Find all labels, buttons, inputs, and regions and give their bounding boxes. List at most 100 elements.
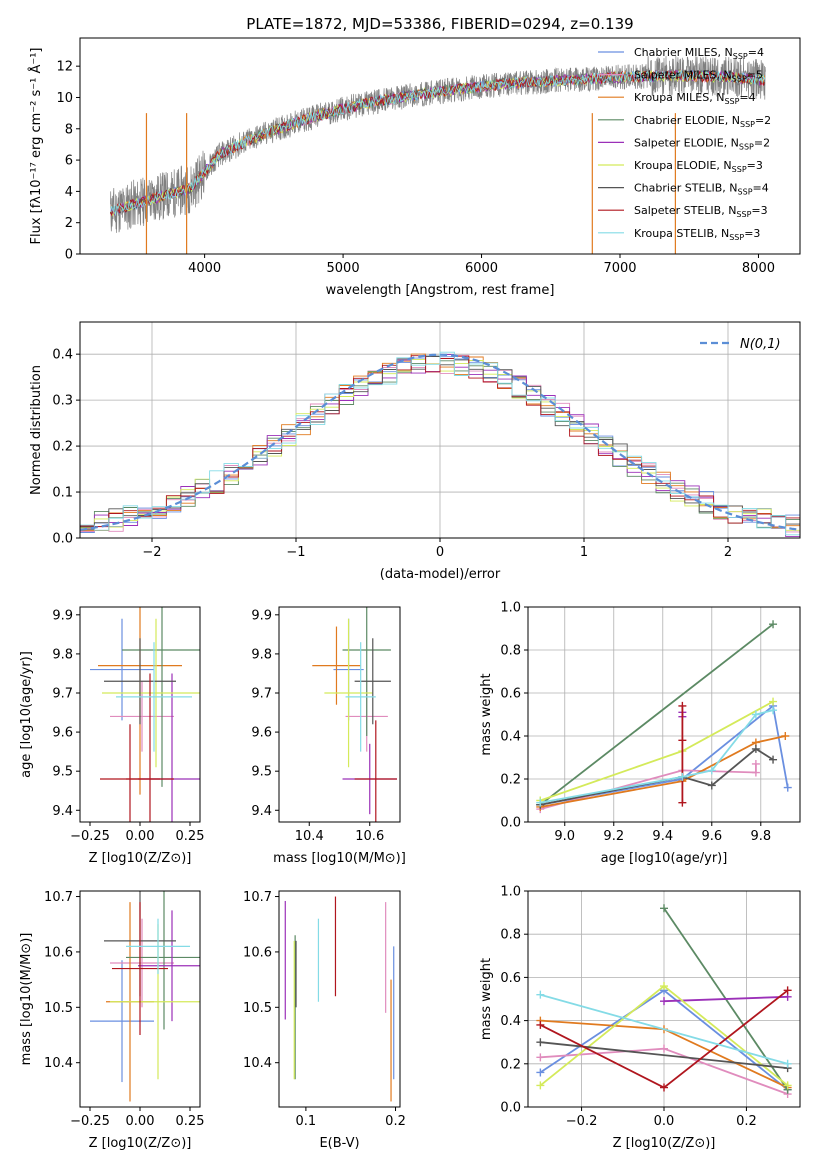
- y-tick-label: 9.7: [52, 687, 73, 702]
- legend-entry-tail: =2: [755, 114, 771, 127]
- y-tick-label: 0.4: [500, 730, 521, 745]
- legend-entry-subscript: SSP: [733, 52, 748, 61]
- y-axis-label: Flux [fλ10⁻¹⁷ erg cm⁻² s⁻¹ Å⁻¹]: [28, 48, 44, 245]
- legend-entry-subscript: SSP: [736, 210, 751, 219]
- mass-weight-marker: [707, 781, 716, 790]
- y-tick-label: 0.8: [500, 644, 521, 659]
- x-tick-label: 9.4: [652, 829, 673, 844]
- normal-reference-curve: [80, 353, 800, 531]
- mass-weight-line: [540, 993, 788, 1065]
- x-tick-label: 9.6: [701, 829, 722, 844]
- mass-weight-marker: [536, 798, 545, 807]
- plot-area: [110, 55, 766, 254]
- legend-entry: Chabrier ELODIE, NSSP=2: [634, 114, 771, 129]
- mass-weight-marker: [660, 1083, 668, 1092]
- mass-weight-marker: [678, 736, 687, 745]
- x-axis-label: (data-model)/error: [380, 567, 501, 582]
- mass-weight-line: [539, 623, 774, 806]
- plot-area: [528, 891, 800, 1107]
- y-tick-label: 9.7: [251, 687, 272, 702]
- mass-weight-marker: [660, 997, 668, 1006]
- x-axis-label: wavelength [Angstrom, rest frame]: [326, 283, 555, 298]
- legend-entry: Chabrier STELIB, NSSP=4: [634, 182, 769, 197]
- mass-weight-marker: [751, 710, 760, 719]
- plot-area: [90, 891, 200, 1102]
- x-axis-label: mass [log10(M/M⊙)]: [273, 851, 406, 866]
- x-tick-label: 7000: [603, 261, 636, 276]
- legend-entry-tail: =5: [747, 69, 763, 82]
- legend-entry: Kroupa STELIB, NSSP=3: [634, 227, 760, 242]
- y-tick-label: 0.0: [52, 532, 73, 547]
- legend-entry-label: Kroupa ELODIE, N: [634, 159, 732, 172]
- mass-weight-marker: [536, 990, 545, 999]
- x-tick-label: 9.0: [554, 829, 575, 844]
- y-tick-label: 10: [56, 91, 73, 106]
- mass-weight-marker: [783, 986, 792, 995]
- y-axis-label: mass weight: [479, 958, 494, 1040]
- panel-weight_vs_age: 9.0 9.2 9.4 9.6 9.8 0.0 0.2 0.4 0.6 0.8 1.0 age [lo…: [479, 601, 801, 866]
- y-tick-label: 10.6: [44, 945, 73, 960]
- page-title: PLATE=1872, MJD=53386, FIBERID=0294, z=0…: [246, 15, 633, 33]
- y-tick-label: 0.2: [500, 1057, 521, 1072]
- x-tick-label: 10.4: [295, 829, 324, 844]
- y-tick-label: 0.0: [500, 816, 521, 831]
- mass-weight-marker: [660, 904, 668, 913]
- mass-weight-marker: [536, 1068, 545, 1077]
- y-tick-label: 9.4: [52, 804, 73, 819]
- legend-entry: Kroupa ELODIE, NSSP=3: [634, 159, 763, 174]
- mass-weight-marker: [783, 783, 792, 792]
- mass-weight-marker: [781, 732, 790, 740]
- mass-weight-marker: [783, 1081, 792, 1090]
- y-tick-label: 0.2: [52, 440, 73, 455]
- axes-frame: [527, 606, 801, 823]
- legend-entry-subscript: SSP: [729, 233, 744, 242]
- y-tick-label: 9.8: [251, 647, 272, 662]
- x-tick-label: 2: [724, 545, 732, 560]
- legend-entry-tail: =4: [739, 91, 755, 104]
- mass-weight-marker: [751, 759, 760, 768]
- legend-entry-subscript: SSP: [738, 188, 753, 197]
- legend-normal-label: N(0,1): [740, 337, 781, 352]
- x-tick-label: 0.1: [296, 1114, 317, 1129]
- panel-age_vs_mass: 10.4 10.6 9.4 9.5 9.6 9.7 9.8 9.9 mass [log10(M/…: [251, 606, 406, 866]
- legend-entry-subscript: SSP: [739, 142, 754, 151]
- x-tick-label: 9.8: [750, 829, 771, 844]
- y-tick-label: 9.6: [251, 726, 272, 741]
- legend-entry-subscript: SSP: [732, 165, 747, 174]
- x-axis-label: age [log10(age/yr)]: [601, 851, 728, 866]
- x-tick-label: 0.0: [654, 1114, 675, 1129]
- y-axis-label: mass [log10(M/M⊙)]: [19, 933, 34, 1066]
- legend-entry-label: Chabrier ELODIE, N: [634, 114, 740, 127]
- y-tick-label: 0.8: [500, 928, 521, 943]
- mass-weight-marker: [678, 772, 687, 781]
- x-tick-label: 5000: [327, 261, 360, 276]
- y-tick-label: 0.0: [500, 1101, 521, 1116]
- y-tick-label: 0.3: [52, 394, 73, 409]
- legend-entry-label: Chabrier STELIB, N: [634, 182, 738, 195]
- y-tick-label: 10.4: [243, 1056, 272, 1071]
- y-axis-label: mass weight: [479, 673, 494, 755]
- x-tick-label: −0.25: [70, 1114, 110, 1129]
- legend-entry-tail: =4: [753, 182, 769, 195]
- legend-entry-tail: =2: [754, 136, 770, 149]
- x-axis-label: Z [log10(Z/Z⊙)]: [89, 851, 192, 866]
- x-tick-label: 0.00: [126, 1114, 155, 1129]
- y-tick-label: 10.7: [44, 890, 73, 905]
- mass-weight-marker: [536, 1020, 545, 1029]
- legend-entry: Salpeter STELIB, NSSP=3: [634, 204, 768, 219]
- mass-weight-marker: [660, 982, 668, 991]
- legend-entry: Salpeter ELODIE, NSSP=2: [634, 136, 770, 151]
- mass-weight-line: [663, 995, 788, 1003]
- residual-histogram-step: [80, 351, 800, 536]
- mass-weight-marker: [536, 1053, 545, 1062]
- legend-entry-label: Salpeter STELIB, N: [634, 204, 736, 217]
- mass-weight-marker: [769, 697, 778, 706]
- mass-weight-marker: [707, 766, 716, 775]
- y-tick-label: 4: [65, 185, 73, 200]
- x-axis-label: Z [log10(Z/Z⊙)]: [89, 1136, 192, 1151]
- x-tick-label: 8000: [742, 261, 775, 276]
- mass-weight-marker: [769, 706, 778, 715]
- x-tick-label: −0.2: [566, 1114, 598, 1129]
- legend-entry-subscript: SSP: [724, 97, 739, 106]
- x-tick-label: 0.00: [126, 829, 155, 844]
